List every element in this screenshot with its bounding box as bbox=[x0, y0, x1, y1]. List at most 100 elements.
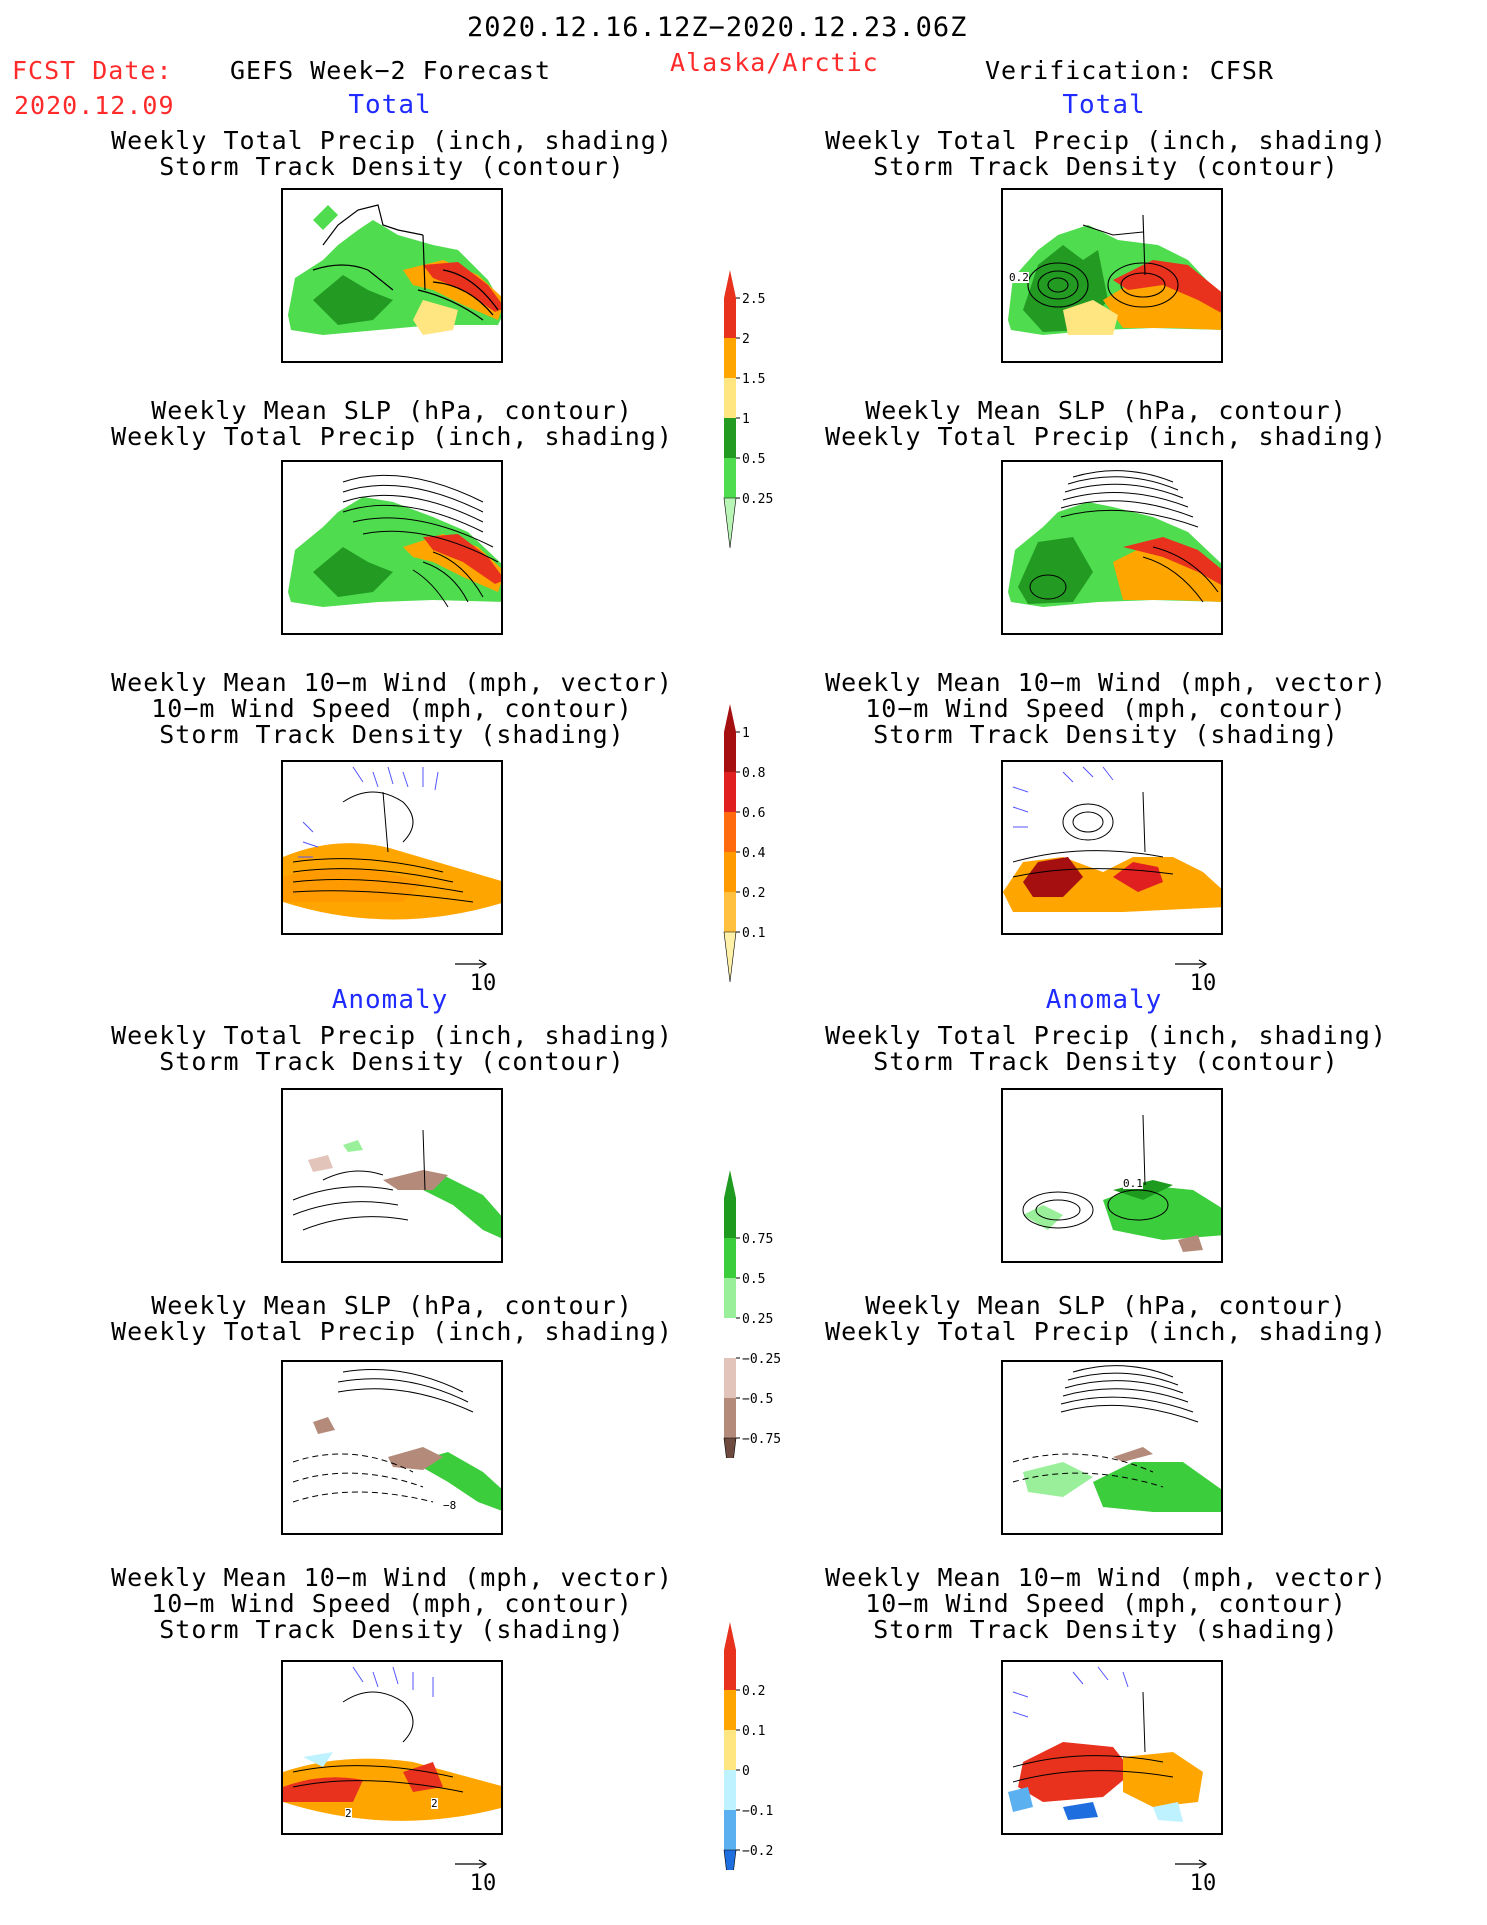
vector-ref-r3c1: 10 bbox=[453, 957, 513, 996]
model-title: GEFS Week−2 Forecast bbox=[230, 56, 552, 85]
panel-title-r4c1: Weekly Total Precip (inch, shading) Stor… bbox=[111, 1021, 673, 1076]
panel-title-r3c1: Weekly Mean 10−m Wind (mph, vector) 10−m… bbox=[111, 668, 673, 749]
colorbar-tick-label: 0.1 bbox=[742, 1724, 765, 1739]
colorbar-segment bbox=[724, 298, 736, 338]
colorbar-tick-label: 0.1 bbox=[742, 926, 765, 941]
map-precip-track-anomaly-verification: 0.1 bbox=[1001, 1088, 1223, 1263]
vector-ref-r6c2: 10 bbox=[1173, 1857, 1233, 1896]
section-anomaly-left: Anomaly bbox=[331, 985, 449, 1015]
colorbar-segment bbox=[723, 1437, 737, 1458]
colorbar-tick-label: −0.25 bbox=[742, 1352, 781, 1367]
colorbar-segment bbox=[724, 1650, 736, 1690]
vector-ref-r3c2: 10 bbox=[1173, 957, 1233, 996]
vector-ref-r6c1: 10 bbox=[453, 1857, 513, 1896]
colorbar-segment bbox=[724, 772, 736, 812]
colorbar-segment bbox=[724, 892, 736, 932]
section-total-right: Total bbox=[1062, 90, 1146, 120]
verification-title: Verification: CFSR bbox=[985, 56, 1274, 85]
colorbar-segment bbox=[723, 1849, 737, 1870]
colorbar-tick-label: 1 bbox=[742, 726, 750, 741]
colorbar-tick-label: 0.2 bbox=[742, 886, 765, 901]
colorbar-top-arrow bbox=[724, 1170, 736, 1198]
map-precip-track-anomaly-forecast bbox=[281, 1088, 503, 1263]
colorbar-tick-label: −0.1 bbox=[742, 1804, 773, 1819]
colorbar-segment bbox=[724, 1278, 736, 1318]
colorbar-tick-label: 1.5 bbox=[742, 372, 765, 387]
fcst-date-label: FCST Date: bbox=[12, 56, 173, 85]
colorbar-tick-label: 0.8 bbox=[742, 766, 765, 781]
panel-title-r2c2: Weekly Mean SLP (hPa, contour) Weekly To… bbox=[825, 396, 1387, 451]
map-slp-precip-anomaly-verification bbox=[1001, 1360, 1223, 1535]
colorbar-segment bbox=[724, 812, 736, 852]
colorbar-top-arrow bbox=[724, 704, 736, 732]
panel-title-r1c2: Weekly Total Precip (inch, shading) Stor… bbox=[825, 126, 1387, 181]
colorbar-tick-label: −0.5 bbox=[742, 1392, 773, 1407]
map-precip-track-verification: 0.2 bbox=[1001, 188, 1223, 363]
colorbar-tick-label: 0.2 bbox=[742, 1684, 765, 1699]
map-contour-label: 0.1 bbox=[1123, 1177, 1143, 1190]
colorbar-top-arrow bbox=[724, 1622, 736, 1650]
colorbar-tick-label: 0.5 bbox=[742, 1272, 765, 1287]
map-wind-track-forecast bbox=[281, 760, 503, 935]
map-slp-precip-anomaly-forecast: −8 bbox=[281, 1360, 503, 1535]
colorbar-segment bbox=[724, 378, 736, 418]
colorbar-segment bbox=[724, 458, 736, 498]
colorbar-segment bbox=[723, 497, 737, 549]
colorbar-top-arrow bbox=[724, 270, 736, 298]
colorbar-segment bbox=[724, 1810, 736, 1850]
map-wind-track-anomaly-forecast: 2 2 bbox=[281, 1660, 503, 1835]
colorbar-tick-label: 0.5 bbox=[742, 452, 765, 467]
panel-title-r5c2: Weekly Mean SLP (hPa, contour) Weekly To… bbox=[825, 1291, 1387, 1346]
colorbar-track-anomaly: 0.2 0.1 0 −0.1 −0.2 bbox=[723, 1622, 773, 1870]
colorbar-segment bbox=[724, 1318, 736, 1358]
map-slp-precip-verification bbox=[1001, 460, 1223, 635]
arrow-right-icon bbox=[455, 959, 488, 969]
colorbar-segment bbox=[724, 418, 736, 458]
map-contour-label: −8 bbox=[443, 1499, 457, 1512]
colorbar-precip-anomaly: 0.75 0.5 0.25 −0.25 −0.5 −0.75 bbox=[723, 1170, 781, 1458]
colorbar-segment bbox=[724, 1690, 736, 1730]
colorbar-segment bbox=[724, 732, 736, 772]
colorbar-precip-total: 2.5 2 1.5 1 0.5 0.25 bbox=[723, 270, 773, 549]
panel-title-r5c1: Weekly Mean SLP (hPa, contour) Weekly To… bbox=[111, 1291, 673, 1346]
panel-title-r6c2: Weekly Mean 10−m Wind (mph, vector) 10−m… bbox=[825, 1563, 1387, 1644]
colorbar-tick-label: −0.2 bbox=[742, 1844, 773, 1859]
map-precip-track-forecast bbox=[281, 188, 503, 363]
colorbar-tick-label: 2 bbox=[742, 332, 750, 347]
valid-period: 2020.12.16.12Z−2020.12.23.06Z bbox=[467, 12, 968, 43]
map-wind-track-verification bbox=[1001, 760, 1223, 935]
fcst-date: 2020.12.09 bbox=[14, 91, 175, 120]
map-contour-label: 0.2 bbox=[1009, 271, 1029, 284]
colorbar-tick-label: 1 bbox=[742, 412, 750, 427]
arrow-right-icon bbox=[1175, 959, 1208, 969]
section-total-left: Total bbox=[348, 90, 432, 120]
colorbar-segment bbox=[723, 931, 737, 983]
colorbar-tick-label: 0.25 bbox=[742, 1312, 773, 1327]
colorbar-tick-label: 0.75 bbox=[742, 1232, 773, 1247]
map-contour-label: 2 bbox=[345, 1807, 352, 1820]
colorbar-tick-label: −0.75 bbox=[742, 1432, 781, 1447]
colorbar-segment bbox=[724, 1238, 736, 1278]
colorbar-segment bbox=[724, 1358, 736, 1398]
colorbar-segment bbox=[724, 852, 736, 892]
arrow-right-icon bbox=[1175, 1859, 1208, 1869]
colorbar-segment bbox=[724, 1730, 736, 1770]
map-slp-precip-forecast bbox=[281, 460, 503, 635]
region-title: Alaska/Arctic bbox=[670, 48, 879, 77]
colorbar-segment bbox=[724, 338, 736, 378]
map-wind-track-anomaly-verification bbox=[1001, 1660, 1223, 1835]
panel-title-r6c1: Weekly Mean 10−m Wind (mph, vector) 10−m… bbox=[111, 1563, 673, 1644]
colorbar-tick-label: 2.5 bbox=[742, 292, 765, 307]
arrow-right-icon bbox=[455, 1859, 488, 1869]
colorbar-segment bbox=[724, 1198, 736, 1238]
panel-title-r1c1: Weekly Total Precip (inch, shading) Stor… bbox=[111, 126, 673, 181]
colorbar-tick-label: 0.25 bbox=[742, 492, 773, 507]
colorbar-tick-label: 0 bbox=[742, 1764, 750, 1779]
colorbar-tick-label: 0.4 bbox=[742, 846, 766, 861]
colorbar-segment bbox=[724, 1770, 736, 1810]
colorbar-track-total: 1 0.8 0.6 0.4 0.2 0.1 bbox=[723, 704, 766, 983]
colorbar-segment bbox=[724, 1398, 736, 1438]
panel-title-r4c2: Weekly Total Precip (inch, shading) Stor… bbox=[825, 1021, 1387, 1076]
colorbar-tick-label: 0.6 bbox=[742, 806, 765, 821]
panel-title-r3c2: Weekly Mean 10−m Wind (mph, vector) 10−m… bbox=[825, 668, 1387, 749]
